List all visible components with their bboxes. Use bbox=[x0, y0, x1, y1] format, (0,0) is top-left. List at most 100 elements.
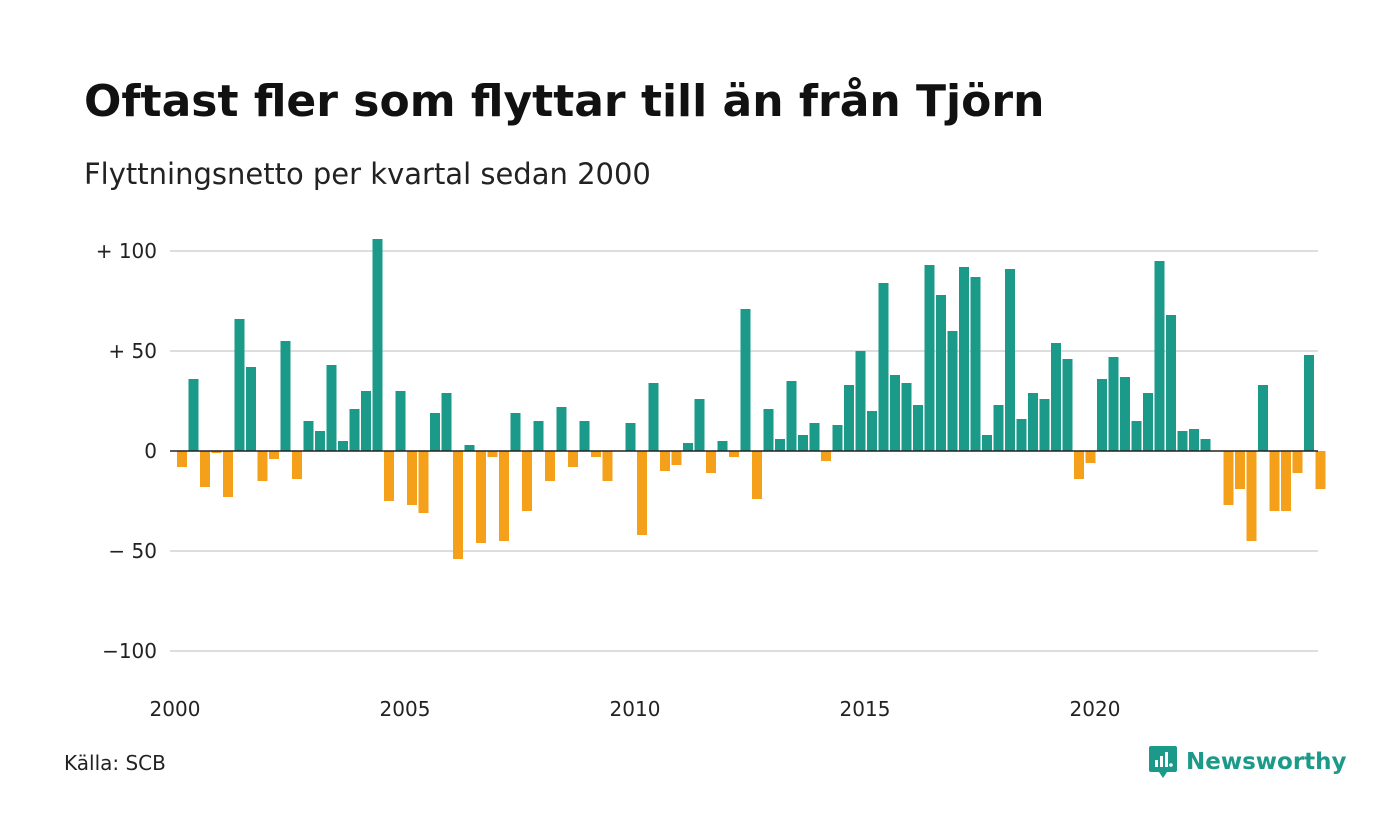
bar bbox=[970, 277, 981, 451]
y-axis-tick-labels: + 100 + 50 0 − 50 −100 bbox=[96, 239, 157, 663]
bar bbox=[1051, 343, 1061, 451]
bar bbox=[694, 399, 705, 451]
bar bbox=[913, 405, 923, 451]
x-tick-label: 2010 bbox=[610, 697, 661, 721]
bars bbox=[177, 239, 1326, 559]
bar bbox=[1108, 357, 1119, 451]
bar bbox=[326, 365, 337, 451]
bar bbox=[1131, 421, 1142, 451]
bar bbox=[901, 383, 912, 451]
x-tick-label: 2015 bbox=[840, 697, 891, 721]
bar bbox=[246, 367, 256, 451]
bar bbox=[223, 451, 233, 497]
bar bbox=[1246, 451, 1257, 541]
bar bbox=[510, 413, 521, 451]
bar bbox=[763, 409, 774, 451]
bar bbox=[740, 309, 751, 451]
bar bbox=[211, 451, 222, 453]
bar bbox=[361, 391, 371, 451]
y-tick-label: 0 bbox=[144, 439, 157, 463]
bar bbox=[591, 451, 601, 457]
bar bbox=[821, 451, 831, 461]
bar bbox=[959, 267, 969, 451]
bar bbox=[786, 381, 797, 451]
bar bbox=[407, 451, 417, 505]
chart-title: Oftast fler som flyttar till än från Tjö… bbox=[84, 76, 1045, 127]
bar bbox=[188, 379, 199, 451]
bar bbox=[1028, 393, 1038, 451]
bar bbox=[234, 319, 245, 451]
bar bbox=[924, 265, 935, 451]
x-tick-label: 2000 bbox=[150, 697, 201, 721]
newsworthy-logo-icon bbox=[1149, 746, 1177, 778]
bar bbox=[579, 421, 590, 451]
bar bbox=[338, 441, 348, 451]
bar bbox=[522, 451, 532, 511]
bar bbox=[993, 405, 1004, 451]
bar bbox=[303, 421, 314, 451]
y-tick-label: − 50 bbox=[108, 539, 157, 563]
bar bbox=[1292, 451, 1303, 473]
bar bbox=[867, 411, 877, 451]
bar bbox=[441, 393, 452, 451]
bar bbox=[947, 331, 958, 451]
bar bbox=[809, 423, 820, 451]
bar bbox=[1189, 429, 1199, 451]
bar bbox=[602, 451, 613, 481]
bar bbox=[1074, 451, 1084, 479]
bar bbox=[430, 413, 440, 451]
bar bbox=[487, 451, 498, 457]
bar bbox=[395, 391, 406, 451]
bar bbox=[729, 451, 739, 457]
bar bbox=[1016, 419, 1027, 451]
bar bbox=[292, 451, 302, 479]
bar bbox=[1235, 451, 1245, 489]
bar bbox=[1200, 439, 1211, 451]
y-tick-label: −100 bbox=[102, 639, 157, 663]
bar bbox=[637, 451, 647, 535]
bar bbox=[844, 385, 854, 451]
bar bbox=[1154, 261, 1165, 451]
brand-name: Newsworthy bbox=[1186, 749, 1347, 775]
bar bbox=[1005, 269, 1015, 451]
bar bbox=[625, 423, 636, 451]
bar bbox=[533, 421, 544, 451]
bar bbox=[177, 451, 187, 467]
source-note: Källa: SCB bbox=[64, 751, 166, 775]
bar bbox=[257, 451, 268, 481]
bar bbox=[1097, 379, 1107, 451]
bar bbox=[1062, 359, 1073, 451]
bar bbox=[1315, 451, 1326, 489]
bar bbox=[384, 451, 394, 501]
bar bbox=[568, 451, 578, 467]
bar bbox=[890, 375, 900, 451]
bar bbox=[200, 451, 210, 487]
bar bbox=[269, 451, 279, 459]
bar bbox=[315, 431, 325, 451]
brand-logo[interactable]: Newsworthy bbox=[1148, 744, 1347, 780]
bar bbox=[453, 451, 463, 559]
bar bbox=[683, 443, 693, 451]
bar bbox=[464, 445, 475, 451]
bar bbox=[476, 451, 486, 543]
y-tick-label: + 100 bbox=[96, 239, 157, 263]
bar bbox=[798, 435, 808, 451]
bar bbox=[280, 341, 291, 451]
y-tick-label: + 50 bbox=[108, 339, 157, 363]
bar bbox=[1166, 315, 1176, 451]
bar bbox=[752, 451, 762, 499]
x-axis-tick-labels: 2000 2005 2010 2015 2020 bbox=[150, 697, 1121, 721]
bar bbox=[832, 425, 843, 451]
bar bbox=[660, 451, 670, 471]
bar bbox=[1039, 399, 1050, 451]
bar bbox=[1085, 451, 1096, 463]
bar bbox=[717, 441, 728, 451]
bar bbox=[499, 451, 509, 541]
bar bbox=[855, 351, 866, 451]
bar bbox=[372, 239, 383, 451]
bar bbox=[1143, 393, 1153, 451]
bar bbox=[556, 407, 567, 451]
bar-chart: + 100 + 50 0 − 50 −100 2000 2005 2010 2015 2020 bbox=[96, 239, 1326, 721]
bar bbox=[418, 451, 429, 513]
bar bbox=[349, 409, 360, 451]
